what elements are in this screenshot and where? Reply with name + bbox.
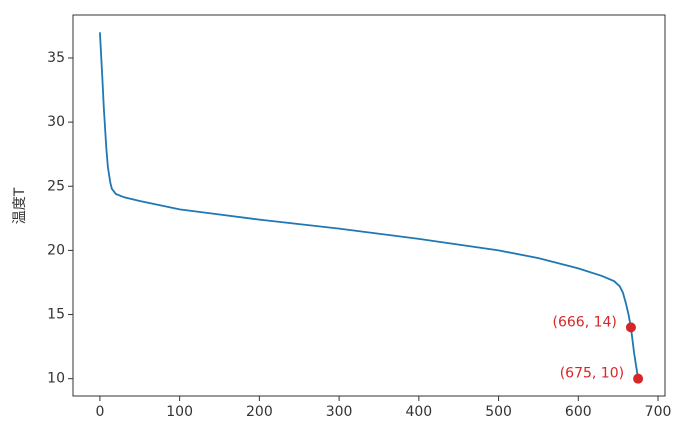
x-tick-label: 500 (485, 404, 512, 420)
y-tick-label: 35 (47, 50, 65, 66)
x-tick-label: 700 (645, 404, 672, 420)
highlight-point (625, 322, 636, 333)
plot-frame (72, 14, 666, 397)
y-tick-label: 10 (47, 371, 65, 387)
x-tick-label: 0 (95, 404, 104, 420)
y-axis-label: 温度T (12, 187, 28, 224)
x-tick-label: 300 (326, 404, 353, 420)
x-tick-label: 200 (246, 404, 273, 420)
y-tick-label: 20 (47, 242, 65, 258)
x-tick-label: 100 (166, 404, 193, 420)
point-label: (675, 10) (560, 366, 624, 382)
highlight-point (633, 373, 644, 384)
line (99, 32, 639, 379)
x-tick-label: 400 (405, 404, 432, 420)
y-tick-label: 25 (47, 178, 65, 194)
y-tick-label: 30 (47, 114, 65, 130)
point-label: (666, 14) (553, 314, 617, 330)
x-tick-label: 600 (565, 404, 592, 420)
y-tick-label: 15 (47, 307, 65, 323)
